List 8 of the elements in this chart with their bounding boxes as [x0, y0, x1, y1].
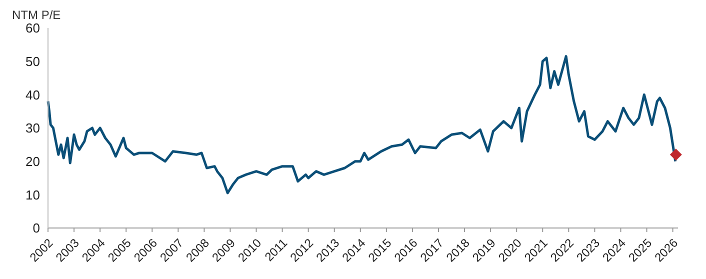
y-tick-label: 40: [26, 87, 40, 102]
y-tick-label: 10: [26, 187, 40, 202]
y-tick-label: 50: [26, 54, 40, 69]
y-tick-label: 20: [26, 154, 40, 169]
y-tick-label: 0: [32, 220, 40, 236]
chart-title: NTM P/E: [11, 8, 62, 22]
y-tick-label: 60: [26, 20, 40, 36]
y-tick-label: 30: [26, 120, 40, 136]
